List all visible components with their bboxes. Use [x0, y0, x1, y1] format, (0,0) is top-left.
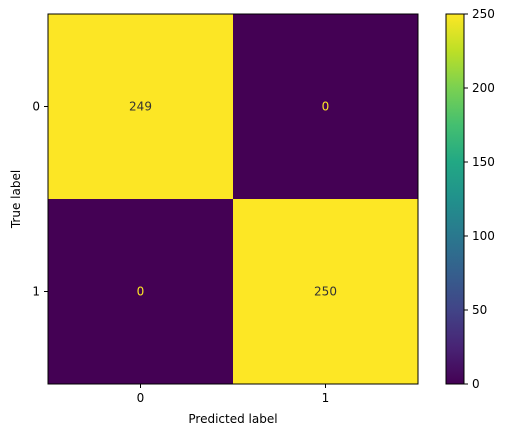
- x-axis-label: Predicted label: [188, 412, 277, 426]
- colorbar-tick-label-100: 100: [472, 229, 495, 243]
- cell-true-1-pred-0: [48, 199, 233, 384]
- x-tick-label-0: 0: [137, 391, 145, 405]
- cell-value-labels: 249 0 0 250: [129, 100, 337, 299]
- heatmap-cells: [48, 14, 418, 384]
- cell-value-true-1-pred-1: 250: [314, 285, 337, 299]
- colorbar-tick-label-0: 0: [472, 377, 480, 391]
- colorbar-tick-label-50: 50: [472, 303, 487, 317]
- colorbar-tick-label-150: 150: [472, 155, 495, 169]
- colorbar-tick-label-200: 200: [472, 81, 495, 95]
- cell-value-true-1-pred-0: 0: [137, 285, 145, 299]
- cell-true-1-pred-1: [233, 199, 418, 384]
- y-tick-label-0: 0: [32, 100, 40, 114]
- cell-true-0-pred-1: [233, 14, 418, 199]
- y-tick-label-1: 1: [32, 285, 40, 299]
- colorbar: [445, 13, 465, 385]
- x-tick-label-1: 1: [322, 391, 330, 405]
- cell-true-0-pred-0: [48, 14, 233, 199]
- colorbar-ticks: 0 50 100 150 200 250: [464, 7, 495, 391]
- y-axis-label: True label: [9, 170, 23, 229]
- cell-value-true-0-pred-0: 249: [129, 100, 152, 114]
- y-axis-ticks: 01: [32, 100, 48, 299]
- plot-frame: [47, 13, 419, 385]
- colorbar-tick-label-250: 250: [472, 7, 495, 21]
- cell-value-true-0-pred-1: 0: [322, 100, 330, 114]
